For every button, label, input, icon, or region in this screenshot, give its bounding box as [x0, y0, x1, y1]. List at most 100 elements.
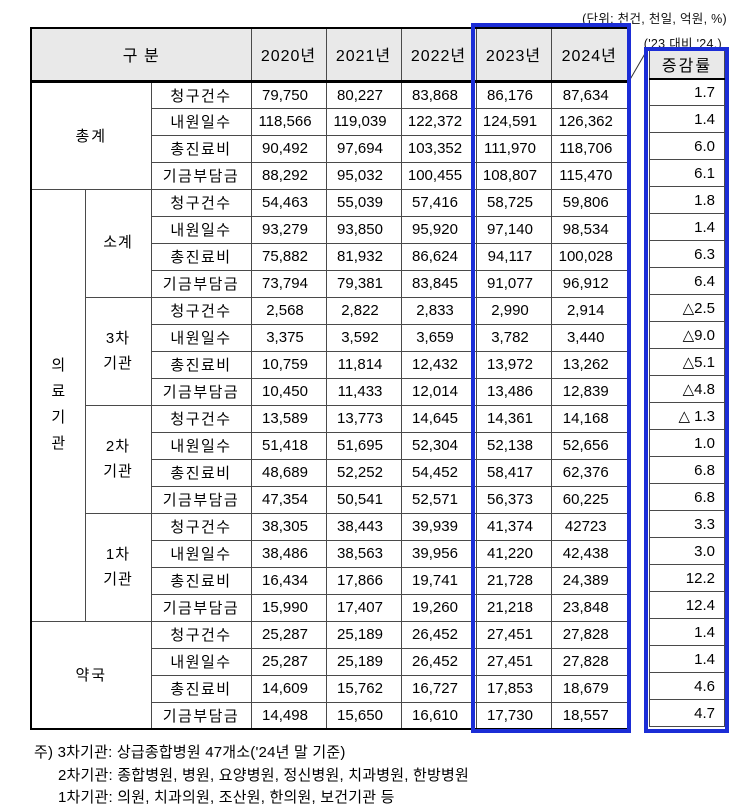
rate-cell: △ 1.3 — [649, 402, 725, 430]
value-cell: 52,656 — [550, 431, 629, 460]
rate-cell: △5.1 — [649, 348, 725, 376]
value-cell: 58,725 — [475, 188, 552, 217]
value-cell: 93,279 — [250, 215, 327, 244]
value-cell: 2,990 — [475, 296, 552, 325]
value-cell: 38,305 — [250, 512, 327, 541]
value-cell: 60,225 — [550, 485, 629, 514]
value-cell: 86,176 — [475, 80, 552, 109]
table-row: 총진료비 16,434 17,866 19,741 21,728 24,389 — [31, 566, 629, 595]
value-cell: 17,866 — [325, 566, 402, 595]
rate-cell: 6.3 — [649, 240, 725, 268]
value-cell: 93,850 — [325, 215, 402, 244]
rate-cell: 6.0 — [649, 132, 725, 160]
value-cell: 39,939 — [400, 512, 477, 541]
value-cell: 26,452 — [400, 620, 477, 649]
value-cell: 79,750 — [250, 80, 327, 109]
value-cell: 124,591 — [475, 107, 552, 136]
year-header-2020: 2020년 — [250, 27, 327, 83]
value-cell: 62,376 — [550, 458, 629, 487]
value-cell: 122,372 — [400, 107, 477, 136]
value-cell: 2,822 — [325, 296, 402, 325]
value-cell: 115,470 — [550, 161, 629, 190]
rate-table-body: 1.7 1.4 6.0 6.1 1.8 1.4 6.3 6.4 △2.5 △9.0 △5.1 △4.8… — [649, 78, 725, 727]
rate-header-row: 증감률 — [649, 50, 725, 80]
group-label: 총계 — [30, 80, 152, 190]
rate-cell: 3.0 — [649, 537, 725, 565]
value-cell: 38,443 — [325, 512, 402, 541]
value-cell: 81,932 — [325, 242, 402, 271]
value-cell: 47,354 — [250, 485, 327, 514]
value-cell: 38,486 — [250, 539, 327, 568]
value-cell: 26,452 — [400, 647, 477, 676]
rate-row: 3.3 — [649, 510, 725, 538]
subgroup-label: 소계 — [84, 188, 152, 298]
year-header-2022: 2022년 — [400, 27, 477, 83]
metric-label: 청구건수 — [150, 620, 252, 649]
value-cell: 3,782 — [475, 323, 552, 352]
header-row: 구 분 2020년 2021년 2022년 2023년 2024년 — [30, 27, 629, 83]
value-cell: 91,077 — [475, 269, 552, 298]
value-cell: 54,463 — [250, 188, 327, 217]
value-cell: 10,450 — [250, 377, 327, 406]
value-cell: 38,563 — [325, 539, 402, 568]
year-header-2021: 2021년 — [325, 27, 402, 83]
value-cell: 118,706 — [550, 134, 629, 163]
metric-label: 기금부담금 — [150, 485, 252, 514]
value-cell: 14,168 — [550, 404, 629, 433]
rate-cell: 1.4 — [649, 213, 725, 241]
value-cell: 18,679 — [550, 674, 629, 703]
value-cell: 96,912 — [550, 269, 629, 298]
value-cell: 80,227 — [325, 80, 402, 109]
table-row: 총진료비 10,759 11,814 12,432 13,972 13,262 — [31, 350, 629, 379]
table-row: 기금부담금 14,498 15,650 16,610 17,730 18,557 — [31, 701, 629, 730]
value-cell: 108,807 — [475, 161, 552, 190]
table-row: 총진료비 48,689 52,252 54,452 58,417 62,376 — [31, 458, 629, 487]
metric-label: 총진료비 — [150, 458, 252, 487]
rate-row: 6.1 — [649, 159, 725, 187]
value-cell: 27,828 — [550, 647, 629, 676]
rate-cell: 6.8 — [649, 483, 725, 511]
rate-cell: 4.7 — [649, 699, 725, 727]
rate-cell: 1.4 — [649, 618, 725, 646]
value-cell: 98,534 — [550, 215, 629, 244]
value-cell: 95,920 — [400, 215, 477, 244]
metric-label: 청구건수 — [150, 404, 252, 433]
table-row: 의 료 기 관 소계 청구건수 54,463 55,039 57,416 58,725 59,806 — [30, 188, 629, 622]
value-cell: 3,375 — [250, 323, 327, 352]
rate-row: 1.4 — [649, 213, 725, 241]
value-cell: 27,451 — [475, 620, 552, 649]
table-row: 내원일수 118,566 119,039 122,372 124,591 126,362 — [31, 107, 629, 136]
table-row: 총계 청구건수 79,750 80,227 83,868 86,176 87,634 — [30, 80, 629, 190]
value-cell: 52,252 — [325, 458, 402, 487]
table-row: 1차 기관 청구건수 38,305 38,443 39,939 41,374 42723 — [31, 512, 629, 622]
value-cell: 21,728 — [475, 566, 552, 595]
rate-row: 4.6 — [649, 672, 725, 700]
metric-label: 총진료비 — [150, 350, 252, 379]
value-cell: 25,189 — [325, 620, 402, 649]
value-cell: 100,455 — [400, 161, 477, 190]
metric-label: 내원일수 — [150, 323, 252, 352]
value-cell: 24,389 — [550, 566, 629, 595]
metric-label: 내원일수 — [150, 431, 252, 460]
footnote-line: 주) 3차기관: 상급종합병원 47개소('24년 말 기준) — [34, 744, 346, 761]
rate-cell: 6.4 — [649, 267, 725, 295]
rate-cell: 1.0 — [649, 429, 725, 457]
value-cell: 21,218 — [475, 593, 552, 622]
table-row: 기금부담금 47,354 50,541 52,571 56,373 60,225 — [31, 485, 629, 514]
rate-cell: △2.5 — [649, 294, 725, 322]
value-cell: 27,828 — [550, 620, 629, 649]
value-cell: 58,417 — [475, 458, 552, 487]
value-cell: 41,374 — [475, 512, 552, 541]
metric-label: 내원일수 — [150, 539, 252, 568]
metric-label: 청구건수 — [150, 296, 252, 325]
rate-row: 1.4 — [649, 645, 725, 673]
value-cell: 2,833 — [400, 296, 477, 325]
value-cell: 13,262 — [550, 350, 629, 379]
value-cell: 14,498 — [250, 701, 327, 730]
rate-cell: 12.4 — [649, 591, 725, 619]
value-cell: 55,039 — [325, 188, 402, 217]
value-cell: 15,650 — [325, 701, 402, 730]
value-cell: 51,695 — [325, 431, 402, 460]
value-cell: 51,418 — [250, 431, 327, 460]
